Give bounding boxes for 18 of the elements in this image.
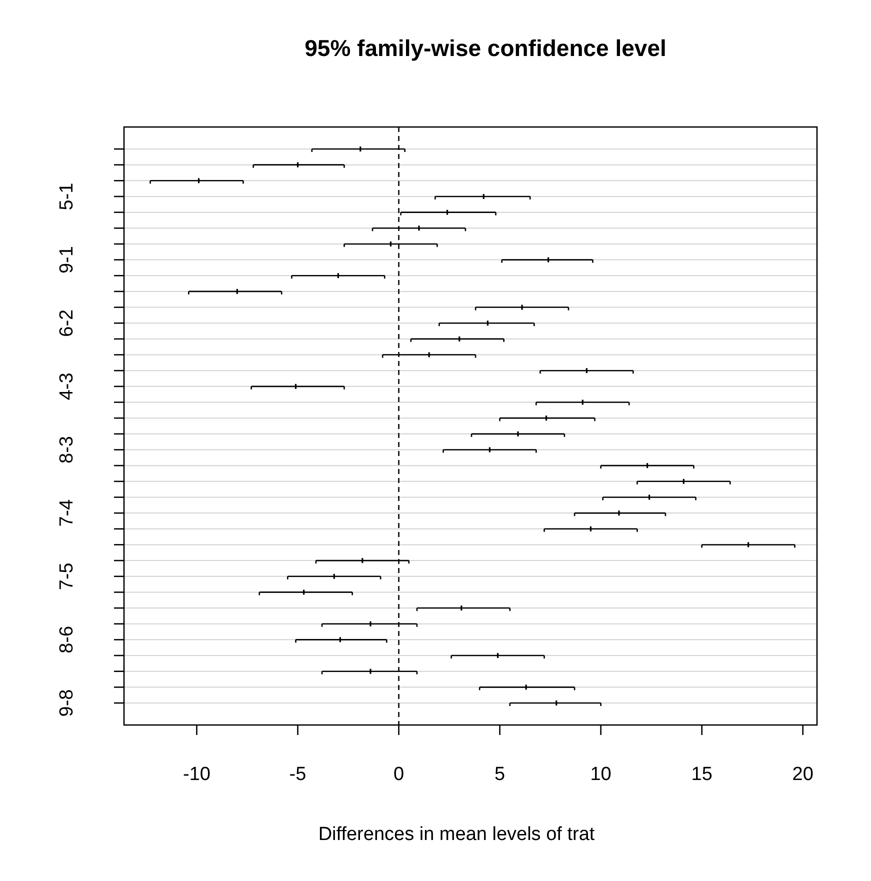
y-tick-label: 8-6 (56, 626, 78, 654)
chart-title: 95% family-wise confidence level (304, 35, 666, 61)
x-tick-label: -5 (289, 764, 306, 785)
x-tick-label: 10 (590, 764, 612, 785)
x-tick-label: 5 (494, 764, 506, 785)
y-tick-label: 9-8 (56, 689, 78, 717)
x-tick-label: -10 (183, 764, 210, 785)
y-tick-label: 5-1 (56, 182, 78, 210)
y-tick-label: 6-2 (56, 309, 78, 337)
y-tick-label: 9-1 (56, 246, 78, 274)
x-axis-title: Differences in mean levels of trat (318, 824, 596, 845)
y-tick-label: 7-4 (56, 498, 78, 527)
x-tick-label: 20 (792, 764, 814, 785)
y-tick-label: 8-3 (56, 436, 78, 464)
y-tick-label: 4-3 (56, 372, 78, 400)
x-tick-label: 15 (691, 764, 712, 785)
x-tick-label: 0 (393, 764, 404, 785)
y-tick-label: 7-5 (56, 562, 78, 590)
